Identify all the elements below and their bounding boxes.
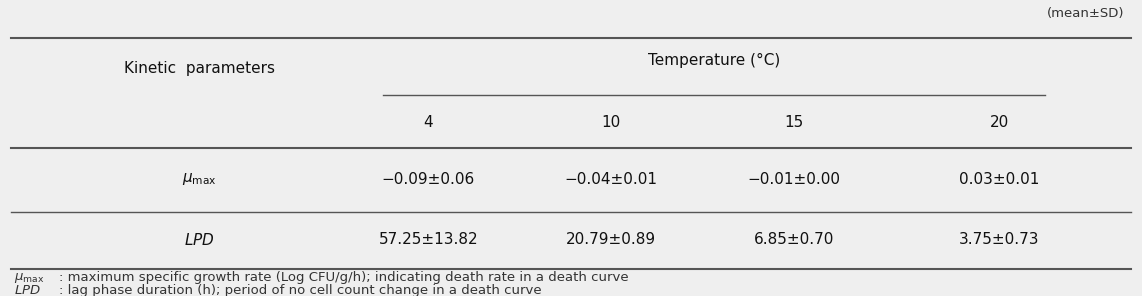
Text: 10: 10 xyxy=(602,115,620,130)
Text: : lag phase duration (h); period of no cell count change in a death curve: : lag phase duration (h); period of no c… xyxy=(59,284,542,296)
Text: −0.09±0.06: −0.09±0.06 xyxy=(381,172,475,186)
Text: Kinetic  parameters: Kinetic parameters xyxy=(124,61,275,75)
Text: $LPD$: $LPD$ xyxy=(185,232,215,248)
Text: $\mu_{\mathrm{max}}$: $\mu_{\mathrm{max}}$ xyxy=(183,171,217,187)
Text: −0.01±0.00: −0.01±0.00 xyxy=(747,172,841,186)
Text: 0.03±0.01: 0.03±0.01 xyxy=(959,172,1039,186)
Text: Temperature (°C): Temperature (°C) xyxy=(648,53,780,68)
Text: 57.25±13.82: 57.25±13.82 xyxy=(378,232,478,247)
Text: $\mu_{\mathrm{max}}$: $\mu_{\mathrm{max}}$ xyxy=(14,271,45,285)
Text: $LPD$: $LPD$ xyxy=(14,284,41,296)
Text: 20.79±0.89: 20.79±0.89 xyxy=(566,232,656,247)
Text: 3.75±0.73: 3.75±0.73 xyxy=(959,232,1039,247)
Text: 15: 15 xyxy=(785,115,803,130)
Text: 4: 4 xyxy=(424,115,433,130)
Text: : maximum specific growth rate (Log CFU/g/h); indicating death rate in a death c: : maximum specific growth rate (Log CFU/… xyxy=(59,271,629,284)
Text: 6.85±0.70: 6.85±0.70 xyxy=(754,232,834,247)
Text: 20: 20 xyxy=(990,115,1008,130)
Text: −0.04±0.01: −0.04±0.01 xyxy=(564,172,658,186)
Text: (mean±SD): (mean±SD) xyxy=(1047,7,1125,20)
